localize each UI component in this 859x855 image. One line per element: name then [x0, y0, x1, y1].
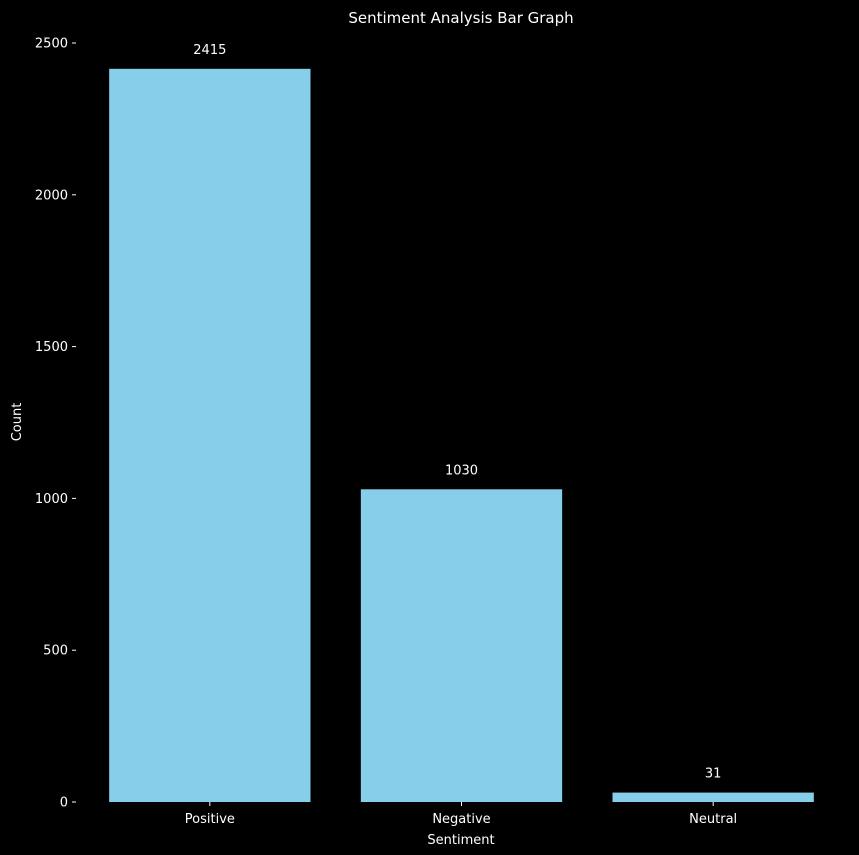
bars: 2415 1030 31	[109, 43, 814, 802]
chart-title: Sentiment Analysis Bar Graph	[348, 9, 573, 27]
y-tick-label: 2500	[35, 37, 68, 52]
y-tick-label: 1000	[35, 492, 68, 507]
y-tick-label: 0	[60, 796, 68, 811]
x-tick-label: Positive	[185, 812, 235, 827]
y-axis-label: Count	[10, 403, 25, 442]
y-axis: 0 500 1000 1500 2000 2500	[35, 37, 76, 811]
data-label: 1030	[445, 463, 478, 478]
x-tick-label: Neutral	[689, 812, 737, 827]
y-tick-label: 2000	[35, 188, 68, 203]
y-tick-label: 500	[43, 644, 68, 659]
data-label: 2415	[193, 43, 226, 58]
bar-positive	[109, 68, 311, 802]
data-label: 31	[705, 767, 722, 782]
bar-negative	[360, 489, 563, 802]
bar-neutral	[612, 792, 814, 802]
x-axis: Positive Negative Neutral	[185, 802, 737, 827]
x-tick-label: Negative	[432, 812, 490, 827]
y-tick-label: 1500	[35, 340, 68, 355]
x-axis-label: Sentiment	[427, 833, 494, 848]
